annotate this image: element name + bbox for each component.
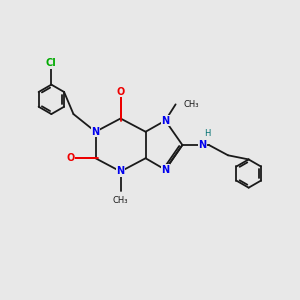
Text: O: O [116,87,125,97]
Text: N: N [92,127,100,137]
Text: Cl: Cl [46,58,57,68]
Text: O: O [66,153,75,163]
Text: CH₃: CH₃ [113,196,128,205]
Text: O: O [116,87,125,97]
Text: CH₃: CH₃ [184,100,200,109]
Text: N: N [161,165,170,175]
Text: N: N [161,116,170,126]
Text: N: N [198,140,206,150]
Text: N: N [116,167,124,176]
Text: H: H [204,129,211,138]
